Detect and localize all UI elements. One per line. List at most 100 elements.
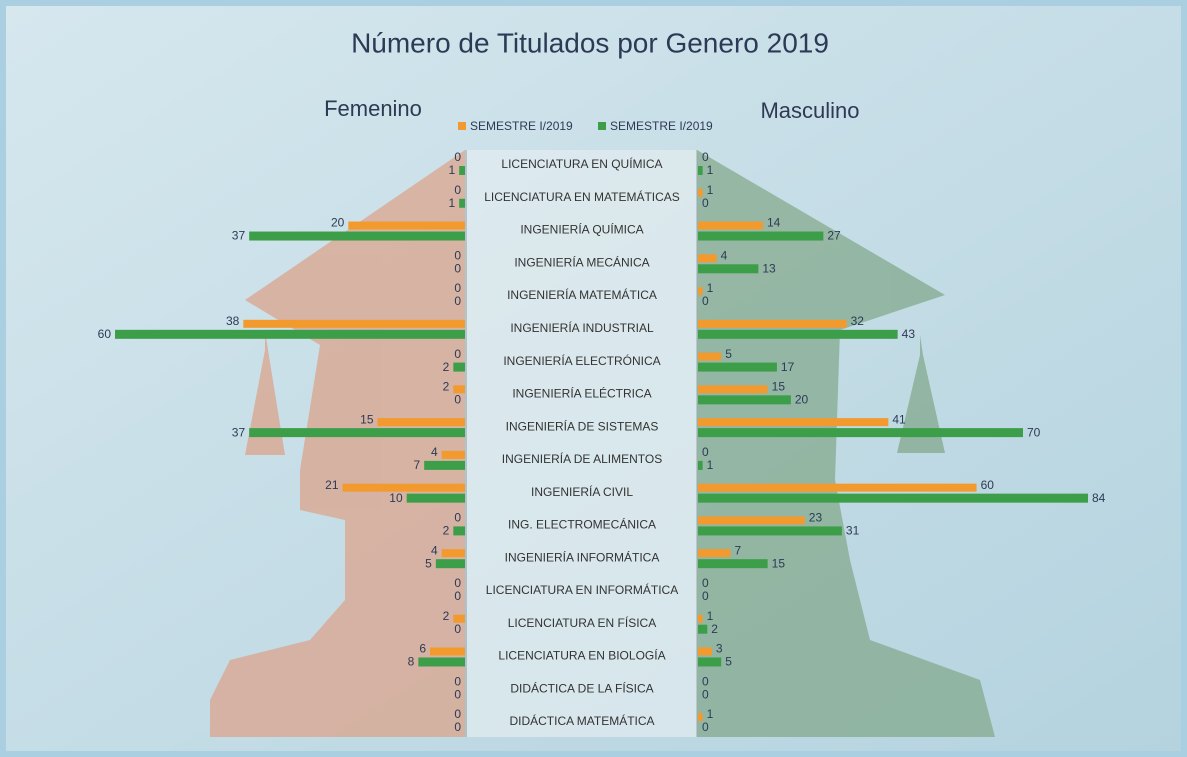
category-label: INGENIERÍA INFORMÁTICA <box>505 549 660 564</box>
bar <box>453 362 465 372</box>
category-label: LICENCIATURA EN FÍSICA <box>508 615 656 630</box>
bar <box>406 493 465 503</box>
category-label: INGENIERÍA INDUSTRIAL <box>510 320 654 335</box>
bar <box>698 231 824 241</box>
value-label: 0 <box>702 720 709 734</box>
value-label: 37 <box>232 229 246 243</box>
bar <box>698 418 889 427</box>
value-label: 27 <box>827 229 841 243</box>
category-label: LICENCIATURA EN MATEMÁTICAS <box>484 189 680 204</box>
value-label: 31 <box>846 524 860 538</box>
bar <box>698 362 777 372</box>
female-tassel <box>245 330 285 455</box>
bar <box>698 460 703 470</box>
bar <box>424 460 465 470</box>
value-label: 0 <box>702 687 709 701</box>
panel-title: Masculino <box>760 98 859 123</box>
silhouettes <box>210 150 995 737</box>
value-label: 84 <box>1092 491 1106 505</box>
value-label: 4 <box>721 248 728 262</box>
bar <box>342 483 465 492</box>
value-label: 0 <box>454 347 461 361</box>
value-label: 0 <box>702 294 709 308</box>
value-label: 60 <box>98 327 112 341</box>
category-label: DIDÁCTICA MATEMÁTICA <box>509 713 654 728</box>
value-label: 5 <box>425 556 432 570</box>
value-label: 14 <box>767 216 781 230</box>
bar <box>115 329 465 339</box>
value-label: 7 <box>413 458 420 472</box>
bar <box>453 614 465 623</box>
category-label: INGENIERÍA QUÍMICA <box>520 222 643 237</box>
value-label: 0 <box>454 294 461 308</box>
value-label: 60 <box>981 478 995 492</box>
bar <box>459 198 465 208</box>
value-label: 6 <box>419 642 426 656</box>
bar <box>430 647 465 656</box>
value-label: 0 <box>702 196 709 210</box>
bar <box>698 713 703 721</box>
bar <box>459 166 465 175</box>
category-label: DIDÁCTICA DE LA FÍSICA <box>510 680 653 695</box>
bar <box>698 516 805 525</box>
legend-label: SEMESTRE I/2019 <box>610 119 713 133</box>
male-tassel <box>897 335 945 453</box>
value-label: 23 <box>809 511 823 525</box>
value-label: 0 <box>454 511 461 525</box>
value-label: 70 <box>1027 425 1041 439</box>
value-label: 10 <box>389 491 403 505</box>
value-label: 15 <box>772 556 786 570</box>
bar <box>698 483 977 492</box>
bar <box>698 166 703 175</box>
value-label: 0 <box>702 576 709 590</box>
value-label: 1 <box>707 458 714 472</box>
panel-title: Femenino <box>324 96 422 121</box>
category-label: INGENIERÍA ELECTRÓNICA <box>503 353 660 368</box>
bar <box>698 188 703 197</box>
value-label: 4 <box>431 445 438 459</box>
value-label: 1 <box>448 163 455 177</box>
female-silhouette <box>210 150 465 737</box>
value-label: 37 <box>232 425 246 439</box>
category-label: INGENIERÍA DE ALIMENTOS <box>502 451 663 466</box>
bar <box>441 450 465 459</box>
bar <box>698 647 712 656</box>
value-label: 7 <box>735 543 742 557</box>
value-label: 41 <box>892 412 906 426</box>
bar <box>698 329 898 339</box>
value-label: 5 <box>725 347 732 361</box>
bar <box>453 385 465 394</box>
category-label: ING. ELECTROMECÁNICA <box>508 517 656 532</box>
value-label: 2 <box>443 380 450 394</box>
bar <box>698 549 731 558</box>
category-label: INGENIERÍA DE SISTEMAS <box>506 418 659 433</box>
value-label: 0 <box>454 183 461 197</box>
bar <box>698 624 708 634</box>
bar <box>698 352 722 361</box>
value-label: 17 <box>781 360 795 374</box>
male-silhouette <box>697 150 995 737</box>
value-label: 0 <box>454 674 461 688</box>
value-label: 0 <box>454 393 461 407</box>
bar <box>249 231 465 241</box>
value-label: 2 <box>711 622 718 636</box>
value-label: 0 <box>454 261 461 275</box>
bar <box>441 549 465 558</box>
value-label: 0 <box>454 687 461 701</box>
bar <box>377 418 465 427</box>
value-label: 5 <box>725 655 732 669</box>
bar <box>698 559 768 569</box>
value-label: 15 <box>360 412 374 426</box>
value-label: 20 <box>331 216 345 230</box>
value-label: 8 <box>408 655 415 669</box>
value-label: 2 <box>443 609 450 623</box>
value-label: 0 <box>454 589 461 603</box>
value-label: 0 <box>454 248 461 262</box>
bar <box>243 319 465 328</box>
value-label: 1 <box>707 281 714 295</box>
value-label: 20 <box>795 393 809 407</box>
category-label: LICENCIATURA EN QUÍMICA <box>501 156 662 171</box>
category-label: INGENIERÍA MECÁNICA <box>514 254 649 269</box>
bar <box>348 221 465 230</box>
